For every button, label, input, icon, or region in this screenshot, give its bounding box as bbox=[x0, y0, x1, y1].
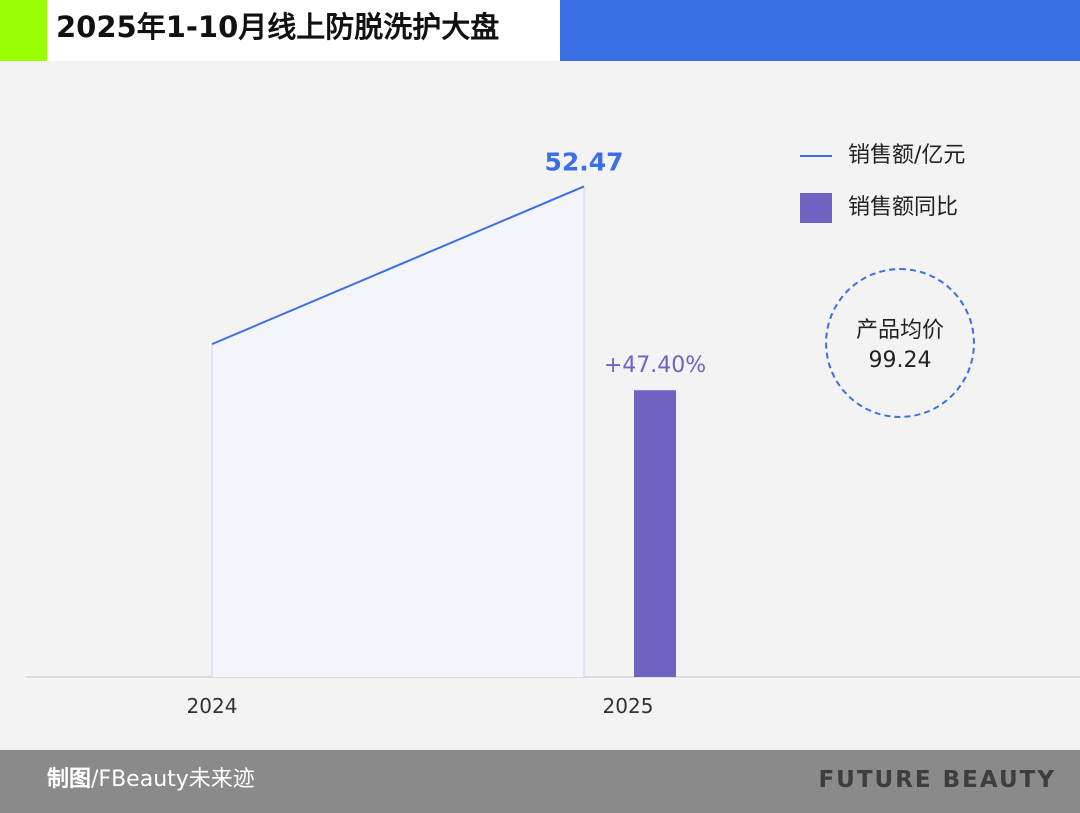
legend-label-sales: 销售额/亿元 bbox=[848, 143, 966, 168]
footer-bar: 制图/FBeauty未来迹 FUTURE BEAUTY bbox=[0, 750, 1080, 813]
legend-label-yoy: 销售额同比 bbox=[848, 195, 959, 220]
sales-data-label: 52.47 bbox=[544, 147, 623, 176]
chart-area: 52.47 +47.40% 2024 2025 bbox=[26, 147, 1080, 718]
accent-block bbox=[0, 0, 47, 61]
line-area-fill bbox=[212, 186, 584, 677]
legend-bar-swatch bbox=[800, 193, 832, 223]
credit-suffix: /FBeauty未来迹 bbox=[91, 767, 255, 792]
legend-line-swatch bbox=[800, 155, 832, 157]
footer-brand: FUTURE BEAUTY bbox=[818, 767, 1056, 793]
avg-price-label: 产品均价 bbox=[855, 318, 944, 343]
x-tick-label-2025: 2025 bbox=[603, 694, 654, 718]
yoy-bar-2025 bbox=[634, 390, 676, 677]
avg-price-badge: 产品均价 99.24 bbox=[825, 268, 975, 418]
footer-credit: 制图/FBeauty未来迹 bbox=[47, 762, 255, 798]
sales-line bbox=[211, 185, 585, 346]
avg-price-value: 99.24 bbox=[868, 348, 932, 373]
chart-title: 2025年1-10月线上防脱洗护大盘 bbox=[56, 10, 500, 44]
header-bar: 2025年1-10月线上防脱洗护大盘 bbox=[0, 0, 1080, 61]
x-tick-label-2024: 2024 bbox=[187, 694, 238, 718]
credit-prefix: 制图 bbox=[47, 767, 92, 792]
yoy-data-label: +47.40% bbox=[604, 353, 706, 378]
header-blue-band bbox=[560, 0, 1080, 61]
